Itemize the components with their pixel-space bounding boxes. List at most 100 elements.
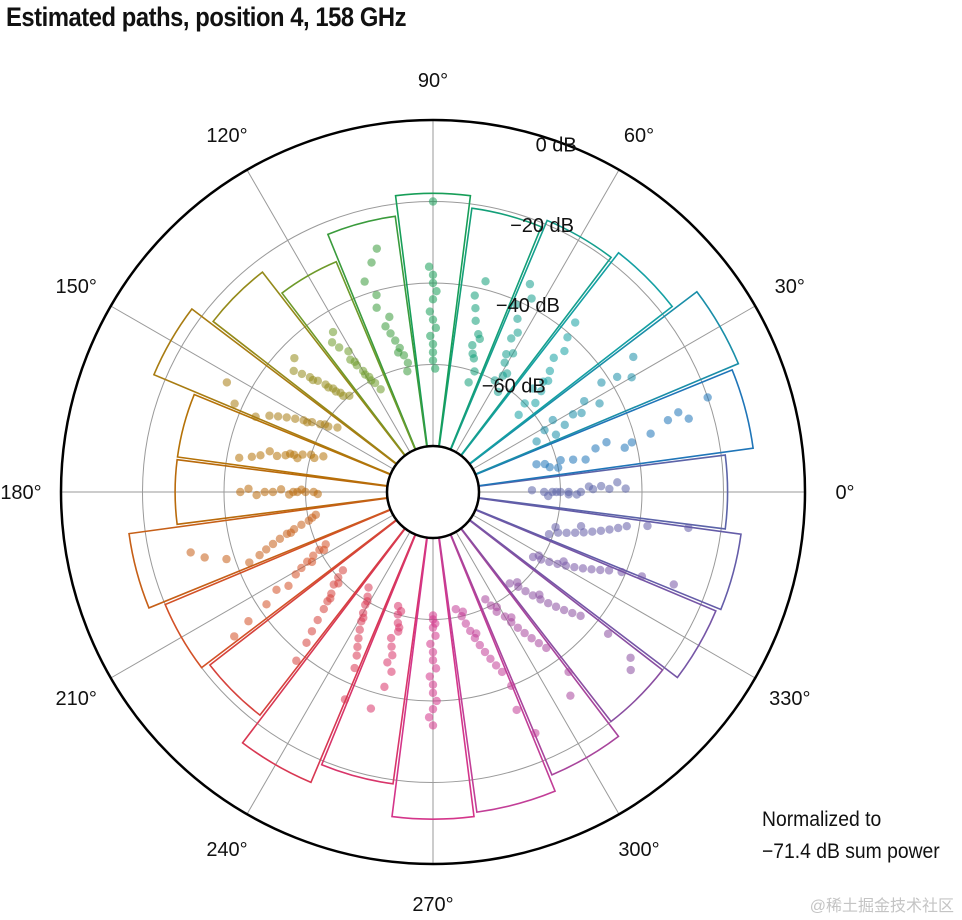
- path-point: [545, 366, 555, 376]
- angle-label-180: 180°: [0, 482, 41, 504]
- path-point: [542, 643, 551, 653]
- normalization-note-line-2: −71.4 dB sum power: [762, 840, 940, 863]
- path-point: [545, 557, 554, 567]
- outer-ring: [59, 118, 807, 866]
- path-point: [262, 545, 271, 554]
- path-point: [386, 329, 395, 338]
- path-point: [525, 279, 535, 289]
- path-point: [428, 348, 438, 357]
- path-point: [591, 444, 600, 453]
- sector-outline-300: [450, 528, 620, 776]
- path-point: [512, 300, 521, 309]
- path-point: [596, 526, 606, 535]
- path-point: [626, 665, 635, 675]
- path-point: [308, 513, 317, 522]
- path-point: [559, 557, 568, 566]
- path-point: [531, 398, 540, 408]
- angle-label-150: 150°: [56, 276, 97, 298]
- path-point: [276, 485, 286, 494]
- path-point: [428, 704, 438, 714]
- path-point: [568, 608, 577, 618]
- path-point: [424, 262, 434, 271]
- path-point: [272, 585, 281, 594]
- path-point: [564, 487, 573, 497]
- path-point: [385, 312, 394, 322]
- path-point: [344, 347, 353, 356]
- path-point: [386, 633, 396, 643]
- path-point: [360, 370, 370, 379]
- path-point: [703, 393, 712, 402]
- path-point: [236, 487, 245, 497]
- path-point: [230, 399, 239, 408]
- path-point: [247, 452, 257, 461]
- watermark: @稀土掘金技术社区: [809, 898, 954, 915]
- path-point: [560, 346, 569, 356]
- path-point: [428, 611, 438, 620]
- path-point: [308, 375, 318, 385]
- path-point: [235, 453, 244, 463]
- path-point: [507, 613, 516, 622]
- path-point: [502, 350, 511, 359]
- path-point: [272, 451, 282, 461]
- path-point: [613, 523, 623, 533]
- path-point: [475, 334, 485, 344]
- path-points: [186, 197, 712, 738]
- path-point: [428, 680, 438, 689]
- path-point: [564, 667, 573, 677]
- path-point: [602, 438, 611, 447]
- sector-outline-90: [394, 192, 472, 447]
- path-point: [260, 487, 269, 497]
- path-point: [333, 423, 342, 432]
- path-point: [513, 623, 523, 632]
- path-point: [403, 367, 412, 376]
- path-point: [521, 587, 530, 596]
- path-point: [302, 638, 311, 647]
- path-point: [244, 484, 253, 493]
- path-point: [303, 418, 312, 427]
- path-point: [543, 599, 553, 608]
- path-point: [367, 258, 376, 267]
- path-point: [297, 520, 306, 530]
- path-point: [532, 460, 541, 469]
- angle-label-90: 90°: [418, 70, 448, 92]
- sector-outline-210: [164, 509, 397, 669]
- path-point: [563, 333, 572, 342]
- path-point: [372, 244, 382, 253]
- path-point: [319, 545, 329, 555]
- path-point: [428, 721, 438, 730]
- path-point: [297, 485, 306, 494]
- path-point: [512, 578, 522, 587]
- path-point: [604, 566, 614, 575]
- path-point: [544, 530, 554, 539]
- path-point: [307, 627, 317, 636]
- path-point: [603, 629, 613, 638]
- path-point: [527, 634, 536, 643]
- path-point: [540, 425, 549, 435]
- path-point: [513, 314, 522, 324]
- path-point: [493, 387, 503, 397]
- sector-outline-225: [208, 519, 406, 717]
- sector-outline-30: [469, 290, 740, 475]
- path-point: [481, 595, 490, 604]
- path-point: [584, 482, 594, 491]
- path-point: [570, 562, 579, 572]
- path-point: [532, 437, 541, 446]
- path-point: [262, 600, 271, 609]
- path-point: [468, 341, 477, 350]
- path-point: [428, 356, 438, 365]
- path-point: [285, 449, 295, 458]
- path-point: [391, 336, 400, 345]
- path-point: [327, 338, 337, 347]
- path-point: [470, 367, 479, 376]
- radial-label-60db: −60 dB: [482, 375, 546, 397]
- radial-label-20db: −20 dB: [510, 215, 574, 237]
- path-point: [265, 411, 274, 420]
- path-point: [338, 566, 348, 575]
- path-point: [222, 378, 232, 387]
- path-point: [643, 521, 652, 531]
- path-point: [372, 290, 381, 300]
- path-point: [551, 602, 561, 611]
- path-point: [372, 303, 381, 312]
- path-point: [548, 415, 557, 425]
